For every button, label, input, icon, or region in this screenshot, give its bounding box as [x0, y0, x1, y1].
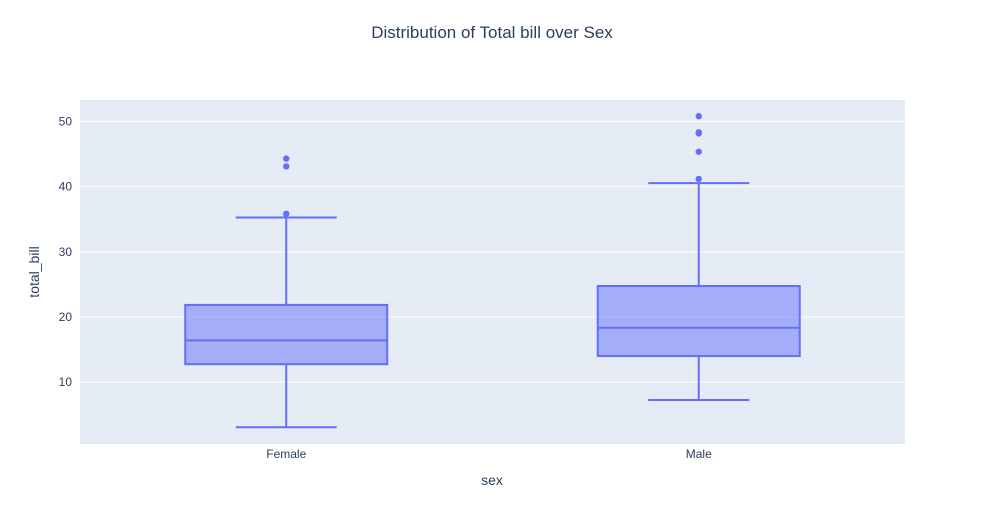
outlier-point — [695, 148, 702, 155]
x-axis-title: sex — [481, 472, 503, 488]
y-axis-ticks: 10 20 30 40 50 — [59, 115, 73, 390]
x-axis-ticks: Female Male — [266, 447, 712, 461]
outlier-point — [283, 163, 290, 170]
chart-title: Distribution of Total bill over Sex — [371, 23, 613, 42]
outlier-point — [695, 175, 702, 183]
box-female — [184, 155, 389, 429]
boxes — [184, 113, 801, 429]
outlier-point — [695, 129, 702, 136]
plot-area — [80, 100, 905, 444]
iqr-box — [184, 303, 389, 366]
outlier-point — [695, 113, 702, 120]
y-tick-label: 20 — [59, 310, 73, 324]
x-tick-label: Male — [686, 447, 712, 461]
y-tick-label: 10 — [59, 375, 73, 389]
x-tick-label: Female — [266, 447, 306, 461]
y-tick-label: 50 — [59, 115, 73, 129]
outlier-point — [283, 210, 290, 218]
y-axis-title: total_bill — [26, 246, 42, 297]
box-male — [596, 113, 801, 402]
iqr-box — [596, 285, 801, 358]
outlier-point — [283, 155, 290, 162]
y-tick-label: 30 — [59, 245, 73, 259]
y-tick-label: 40 — [59, 180, 73, 194]
